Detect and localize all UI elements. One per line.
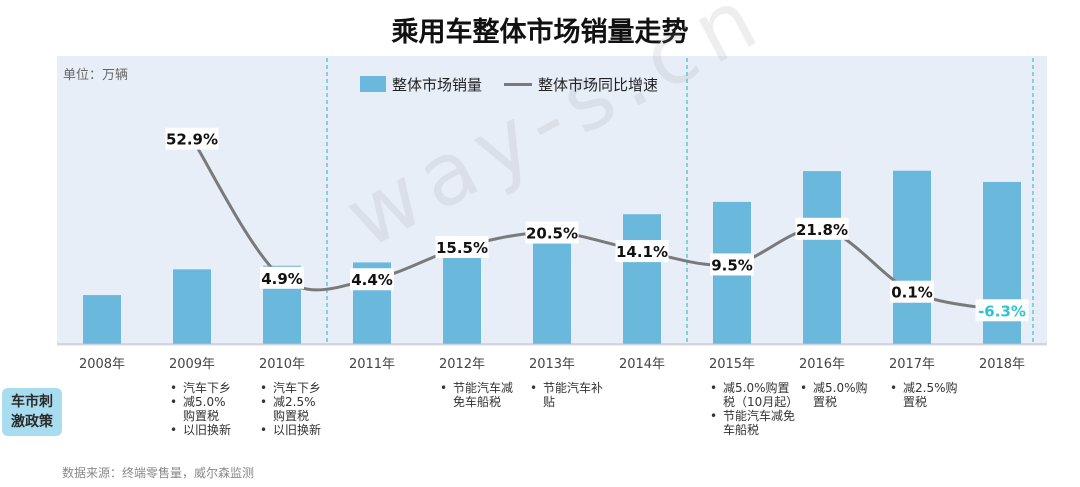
policy-item: 节能汽车减免: [710, 409, 798, 423]
x-tick-2011年: 2011年: [349, 357, 395, 372]
legend-bar-swatch: [360, 76, 386, 92]
growth-label-2013年: 20.5%: [526, 225, 578, 243]
x-tick-2009年: 2009年: [169, 357, 215, 372]
growth-label-2018年: -6.3%: [978, 302, 1026, 320]
policy-item: 节能汽车减: [440, 381, 513, 395]
growth-label-2014年: 14.1%: [616, 243, 668, 261]
growth-line: [190, 137, 1003, 312]
policy-2009年: 汽车下乡减5.0%购置税以旧换新: [169, 381, 231, 437]
policy-item: 车船税: [723, 423, 760, 437]
growth-label-bg-2018年: [975, 299, 1029, 322]
policy-item: 汽车下乡: [170, 381, 231, 395]
policy-badge-line-1: 车市刺: [11, 394, 53, 410]
growth-label-bg-2010年: [260, 266, 304, 289]
legend-line-label: 整体市场同比增速: [538, 75, 659, 94]
policy-item: 以旧换新: [170, 423, 231, 437]
bar-2017年: [893, 170, 931, 344]
bar-2016年: [803, 171, 841, 344]
policy-item: 节能汽车补: [530, 381, 603, 395]
growth-label-2017年: 0.1%: [891, 284, 933, 302]
unit-label: 单位：万辆: [63, 68, 129, 83]
bar-2008年: [83, 295, 121, 344]
policy-item: 贴: [543, 395, 556, 409]
x-tick-2017年: 2017年: [889, 357, 935, 372]
policy-2016年: 减5.0%购置税: [799, 381, 867, 409]
x-tick-2014年: 2014年: [619, 357, 665, 372]
growth-label-2011年: 4.4%: [351, 271, 393, 289]
policy-item: 购置税: [183, 409, 220, 423]
policy-item: 减2.5%购: [890, 381, 957, 395]
policy-item: 减5.0%购: [800, 381, 867, 395]
growth-label-2012年: 15.5%: [436, 239, 488, 257]
bar-2012年: [443, 249, 481, 344]
policy-2010年: 汽车下乡减2.5%购置税以旧换新: [259, 381, 321, 437]
x-tick-2018年: 2018年: [979, 357, 1025, 372]
policy-item: 以旧换新: [260, 423, 321, 437]
growth-label-bg-2014年: [615, 240, 669, 263]
legend: 整体市场销量 整体市场同比增速: [360, 74, 658, 94]
growth-label-bg-2015年: [710, 253, 754, 276]
bar-2013年: [533, 230, 571, 344]
policy-item: 减2.5%: [260, 395, 321, 409]
policy-item: 免车船税: [453, 395, 502, 409]
policy-badge: 车市刺 激政策: [2, 388, 62, 436]
growth-label-bg-2012年: [435, 236, 489, 259]
policy-2017年: 减2.5%购置税: [889, 381, 957, 409]
x-tick-2010年: 2010年: [259, 357, 305, 372]
growth-label-bg-2017年: [890, 280, 934, 303]
data-source: 数据来源：终端零售量，威尔森监测: [62, 466, 255, 480]
policy-item: 减5.0%购置: [710, 381, 798, 395]
x-tick-2013年: 2013年: [529, 357, 575, 372]
legend-line-swatch: [504, 82, 533, 86]
growth-label-2009年: 52.9%: [166, 131, 218, 149]
policy-item: 税（10月起）: [723, 395, 799, 409]
bar-2014年: [623, 214, 661, 344]
policy-badge-line-2: 激政策: [11, 414, 53, 430]
x-tick-2015年: 2015年: [709, 357, 755, 372]
x-tick-2012年: 2012年: [439, 357, 485, 372]
growth-label-bg-2013年: [525, 221, 579, 244]
policy-item: 减5.0%: [170, 395, 231, 409]
policy-item: 购置税: [273, 409, 310, 423]
bar-2009年: [173, 269, 211, 344]
growth-label-bg-2011年: [350, 268, 394, 291]
x-tick-2008年: 2008年: [79, 357, 125, 372]
growth-label-2015年: 9.5%: [711, 256, 753, 274]
chart-title: 乘用车整体市场销量走势: [391, 17, 689, 48]
policy-item: 置税: [813, 395, 838, 409]
growth-label-2016年: 21.8%: [796, 221, 848, 239]
legend-bar-label: 整体市场销量: [392, 75, 483, 94]
x-tick-2016年: 2016年: [799, 357, 845, 372]
policy-item: 置税: [903, 395, 928, 409]
growth-label-2010年: 4.9%: [261, 270, 303, 288]
growth-label-bg-2009年: [165, 127, 219, 150]
policy-item: 汽车下乡: [260, 381, 321, 395]
growth-label-bg-2016年: [795, 217, 849, 240]
